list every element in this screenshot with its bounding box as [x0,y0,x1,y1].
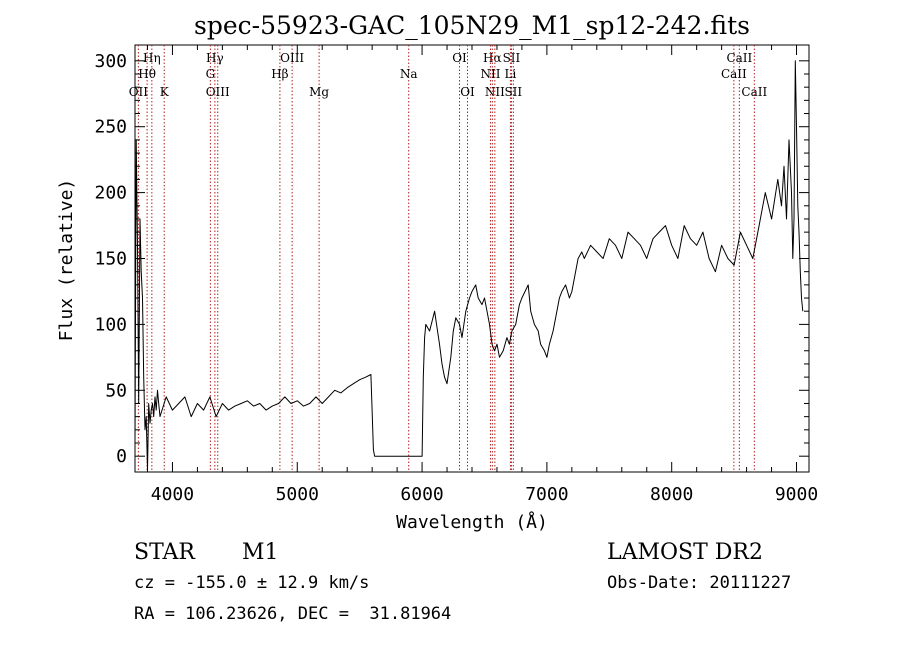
line-marker-label: Hα [483,51,502,65]
y-tick-label: 100 [94,314,127,335]
line-marker-label: CaII [721,67,747,81]
y-tick-label: 200 [94,183,127,204]
line-marker-label: Hθ [138,67,156,81]
x-tick-label: 5000 [276,484,319,505]
y-tick-label: 300 [94,51,127,72]
line-marker-label: CaII [726,51,752,65]
subclass: M1 [242,540,279,565]
axis-ticks: 4000 5000 6000 7000 8000 9000 0 50 100 150 200 250 3… [94,45,818,505]
line-marker-label: G [206,67,216,81]
obs-date: Obs-Date: 20111227 [607,573,792,593]
line-marker-label: Na [400,67,418,81]
object-class: STAR [134,540,195,565]
line-marker-label: K [160,85,170,99]
line-marker-label: Hβ [271,67,288,81]
series-group [134,60,804,470]
line-marker-label: Hγ [206,51,224,65]
line-marker-label: OIII [206,85,230,99]
redshift-velocity: cz = -155.0 ± 12.9 km/s [134,573,370,593]
line-marker-label: SII [504,85,522,99]
survey-name: LAMOST DR2 [607,540,763,565]
x-tick-label: 6000 [400,484,443,505]
line-marker-label: OI [452,51,467,65]
line-marker-label: OIII [280,51,304,65]
x-tick-label: 4000 [151,484,194,505]
y-tick-label: 50 [105,380,127,401]
coordinates: RA = 106.23626, DEC = 31.81964 [134,604,452,624]
x-tick-label: 8000 [650,484,693,505]
line-marker-label: Hη [143,51,161,65]
line-marker-label: SII [503,51,521,65]
x-tick-label: 9000 [775,484,818,505]
line-marker-label: NII [485,85,505,99]
line-marker-label: Li [505,67,517,81]
x-axis-label: Wavelength (Å) [396,511,548,533]
plot-frame [134,44,810,473]
x-tick-label: 7000 [525,484,568,505]
line-marker-label: Mg [309,85,329,99]
y-tick-label: 150 [94,249,127,270]
chart-title: spec-55923-GAC_105N29_M1_sp12-242.fits [194,11,750,40]
y-axis-label: Flux (relative) [56,179,77,342]
line-marker-label: OII [129,85,149,99]
line-marker-label: OI [460,85,475,99]
y-tick-label: 0 [116,446,127,467]
y-tick-label: 250 [94,117,127,138]
line-marker-label: CaII [741,85,767,99]
line-marker-label: NII [480,67,500,81]
spectrum-series-line [134,60,804,470]
